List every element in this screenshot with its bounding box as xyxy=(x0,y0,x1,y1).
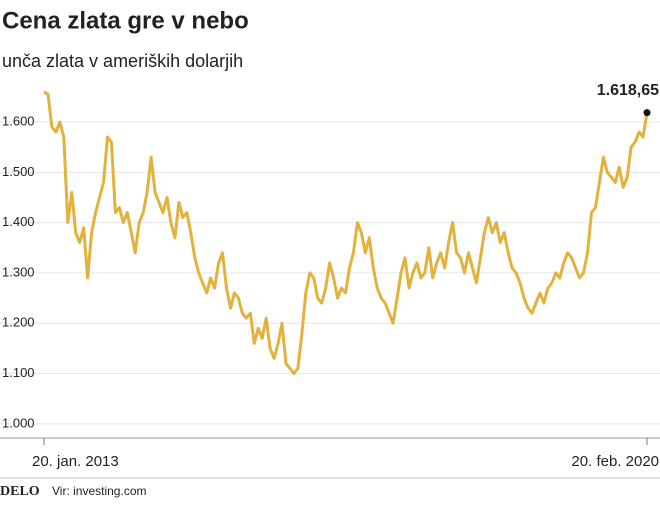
y-tick-label: 1.200 xyxy=(2,315,35,330)
chart-title: Cena zlata gre v nebo xyxy=(2,7,249,34)
y-tick-label: 1.500 xyxy=(2,164,35,179)
logo: DELO xyxy=(0,484,40,499)
y-tick-label: 1.100 xyxy=(2,365,35,380)
x-tick-label: 20. feb. 2020 xyxy=(571,453,659,470)
value-label: 1.618,65 xyxy=(597,82,659,99)
chart-subtitle: unča zlata v ameriških dolarjih xyxy=(2,51,243,71)
source: Vir: investing.com xyxy=(52,484,146,498)
y-tick-label: 1.400 xyxy=(2,214,35,229)
end-point xyxy=(643,109,651,117)
y-tick-label: 1.300 xyxy=(2,264,35,279)
price-line xyxy=(43,90,649,375)
y-tick-label: 1.000 xyxy=(2,415,35,430)
x-tick-label: 20. jan. 2013 xyxy=(32,453,119,470)
y-tick-label: 1.600 xyxy=(2,113,35,128)
